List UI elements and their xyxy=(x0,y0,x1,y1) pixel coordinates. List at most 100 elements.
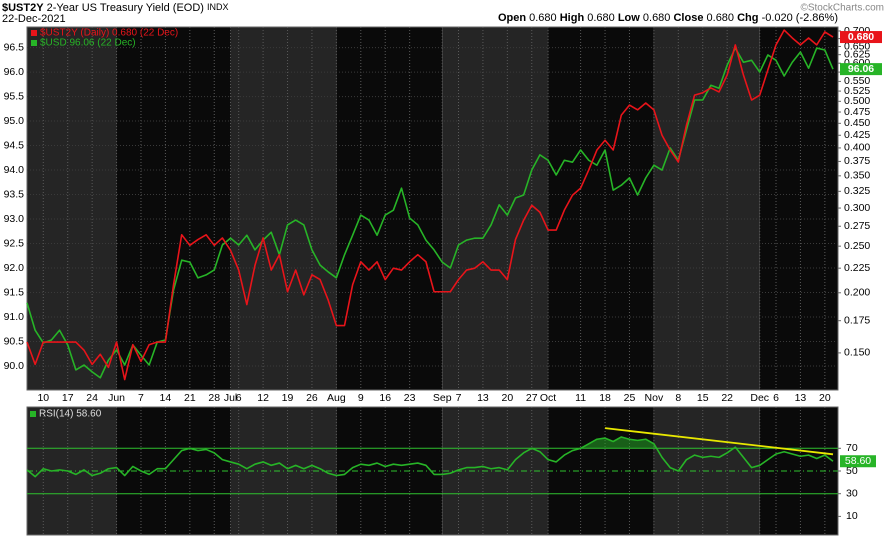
month-band xyxy=(548,27,654,390)
rsi-last-tag xyxy=(840,455,876,468)
x-tick-label: 18 xyxy=(599,392,611,404)
x-tick-label: Sep xyxy=(433,392,452,404)
quote-label: High xyxy=(560,12,585,24)
y2-tick-label: 0.400 xyxy=(844,142,870,154)
y2-tick-label: 0.425 xyxy=(844,129,870,141)
month-band xyxy=(116,27,231,390)
last-value-label: 0.680 xyxy=(848,31,874,43)
instrument-name: 2-Year US Treasury Yield (EOD) xyxy=(47,2,204,14)
y2-tick-label: 0.700 xyxy=(844,25,870,37)
price-line xyxy=(26,29,834,381)
quote-label: Chg xyxy=(737,12,758,24)
rsi-tick-label: 10 xyxy=(846,510,858,522)
price-line xyxy=(26,47,834,379)
y2-tick-label: 0.375 xyxy=(844,155,870,167)
month-band xyxy=(653,27,760,390)
x-tick-label: 16 xyxy=(379,392,391,404)
x-tick-label: Aug xyxy=(327,392,346,404)
x-tick-label: 23 xyxy=(404,392,416,404)
x-tick-label: 24 xyxy=(86,392,98,404)
rsi-label-swatch xyxy=(30,411,36,417)
x-tick-label: 13 xyxy=(795,392,807,404)
y2-tick-label: 0.625 xyxy=(844,48,870,60)
y-tick-label: 94.0 xyxy=(4,164,25,176)
quote: Open 0.680 High 0.680 Low 0.680 Close 0.… xyxy=(498,12,838,24)
x-tick-label: Jun xyxy=(108,392,125,404)
y2-tick-label: 0.350 xyxy=(844,170,870,182)
legend-swatch xyxy=(31,40,37,46)
x-tick-label: 8 xyxy=(675,392,681,404)
x-tick-label: Nov xyxy=(645,392,664,404)
rsi-last-label: 58.60 xyxy=(845,455,871,467)
y-tick-label: 90.0 xyxy=(4,360,25,372)
last-value-label: 96.06 xyxy=(848,63,874,75)
quote-value: 0.680 xyxy=(707,12,735,24)
x-tick-label: 10 xyxy=(37,392,49,404)
y2-tick-label: 0.475 xyxy=(844,106,870,118)
x-tick-label: 26 xyxy=(306,392,318,404)
x-tick-label: 27 xyxy=(526,392,538,404)
y2-tick-label: 0.500 xyxy=(844,95,870,107)
y2-tick-label: 0.200 xyxy=(844,287,870,299)
x-tick-label: 6 xyxy=(236,392,242,404)
y-tick-label: 91.0 xyxy=(4,311,25,323)
last-value-tag xyxy=(840,63,882,76)
exchange: INDX xyxy=(207,2,229,12)
header-title: $UST2Y 2-Year US Treasury Yield (EOD) IN… xyxy=(2,2,229,14)
y2-tick-label: 0.325 xyxy=(844,185,870,197)
rsi-tick-label: 30 xyxy=(846,487,858,499)
last-value-tag xyxy=(840,31,882,44)
y2-tick-label: 0.150 xyxy=(844,347,870,359)
rsi-overbought-fill xyxy=(189,436,737,449)
y-tick-label: 96.5 xyxy=(4,41,25,53)
x-tick-label: 15 xyxy=(697,392,709,404)
y2-tick-label: 0.550 xyxy=(844,75,870,87)
y-tick-label: 92.0 xyxy=(4,262,25,274)
background xyxy=(26,26,839,536)
x-tick-label: 20 xyxy=(501,392,513,404)
rsi-trendline xyxy=(604,427,834,456)
quote-label: Close xyxy=(673,12,703,24)
y-tick-label: 93.5 xyxy=(4,188,25,200)
y-tick-label: 95.0 xyxy=(4,115,25,127)
x-tick-label: 14 xyxy=(160,392,172,404)
x-tick-label: 17 xyxy=(62,392,74,404)
y2-tick-label: 0.650 xyxy=(844,40,870,52)
y-tick-label: 95.5 xyxy=(4,90,25,102)
y2-tick-label: 0.225 xyxy=(844,262,870,274)
x-tick-label: 19 xyxy=(282,392,294,404)
rsi-tick-label: 50 xyxy=(846,465,858,477)
y-tick-label: 96.0 xyxy=(4,66,25,78)
rsi-line xyxy=(26,436,834,478)
month-band xyxy=(230,27,337,390)
x-tick-label: 9 xyxy=(358,392,364,404)
quote-label: Open xyxy=(498,12,526,24)
y2-tick-label: 0.275 xyxy=(844,220,870,232)
x-tick-label: 22 xyxy=(721,392,733,404)
y-tick-label: 90.5 xyxy=(4,335,25,347)
x-tick-label: 11 xyxy=(575,392,586,404)
legend-swatch xyxy=(31,30,37,36)
y2-tick-label: 0.175 xyxy=(844,314,870,326)
rsi-tick-label: 70 xyxy=(846,442,858,454)
month-band xyxy=(336,27,443,390)
quote-value: -0.020 (-2.86%) xyxy=(762,12,838,24)
header-date: 22-Dec-2021 xyxy=(2,13,66,25)
y2-tick-label: 0.250 xyxy=(844,240,870,252)
quote-label: Low xyxy=(618,12,640,24)
x-tick-label: 12 xyxy=(257,392,269,404)
copyright: ©StockCharts.com xyxy=(800,3,884,14)
symbol: $UST2Y xyxy=(2,2,44,14)
x-tick-label: 7 xyxy=(456,392,462,404)
x-tick-label: 25 xyxy=(624,392,636,404)
month-band xyxy=(27,27,117,390)
x-tick-label: 28 xyxy=(208,392,220,404)
legend-label: $UST2Y (Daily) 0.680 (22 Dec) xyxy=(40,28,178,39)
rsi-title: RSI(14) 58.60 xyxy=(39,409,102,420)
y-tick-label: 94.5 xyxy=(4,139,25,151)
quote-value: 0.680 xyxy=(529,12,557,24)
x-tick-label: 6 xyxy=(773,392,779,404)
x-tick-label: 21 xyxy=(184,392,196,404)
y2-tick-label: 0.450 xyxy=(844,117,870,129)
